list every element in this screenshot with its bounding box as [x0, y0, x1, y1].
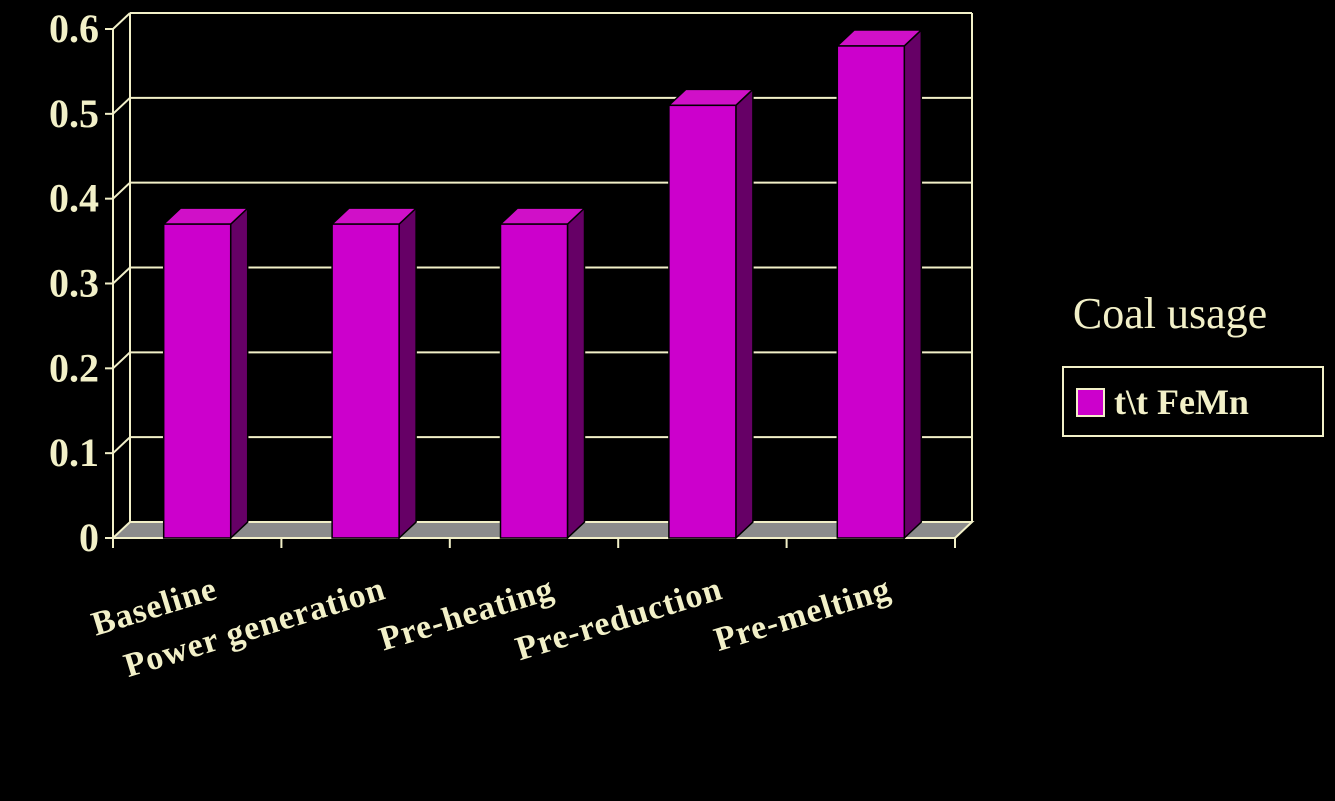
y-tick-label: 0.1 — [49, 430, 99, 475]
y-tick-label: 0 — [79, 515, 99, 560]
bar-side — [903, 28, 923, 540]
y-tick-label: 0.2 — [49, 345, 99, 390]
gridline-side — [112, 351, 131, 370]
bar-side — [229, 206, 249, 540]
y-tick-label: 0.6 — [49, 6, 99, 51]
gridline-side — [112, 181, 131, 200]
gridline-side — [112, 97, 131, 115]
bar — [668, 104, 737, 539]
legend-box — [1062, 366, 1324, 437]
y-tick-label: 0.3 — [49, 261, 99, 306]
gridline-side — [112, 436, 131, 454]
bar-side — [566, 206, 586, 540]
bar-side — [398, 206, 417, 540]
gridline-side — [112, 12, 131, 30]
bar-side — [735, 87, 754, 540]
bars — [161, 28, 924, 540]
y-tick-label: 0.5 — [49, 91, 99, 136]
bar — [836, 45, 906, 539]
gridline-side — [112, 266, 131, 285]
legend-swatch — [1076, 388, 1105, 417]
legend-title: Coal usage — [1073, 289, 1267, 338]
bar — [499, 223, 569, 539]
legend: Coal usage t\t FeMn — [1062, 289, 1324, 437]
y-tick-label: 0.4 — [49, 176, 99, 221]
legend-label: t\t FeMn — [1114, 382, 1249, 422]
bar — [331, 223, 400, 539]
x-tick-label: Pre-melting — [710, 570, 895, 659]
bar — [162, 223, 232, 539]
